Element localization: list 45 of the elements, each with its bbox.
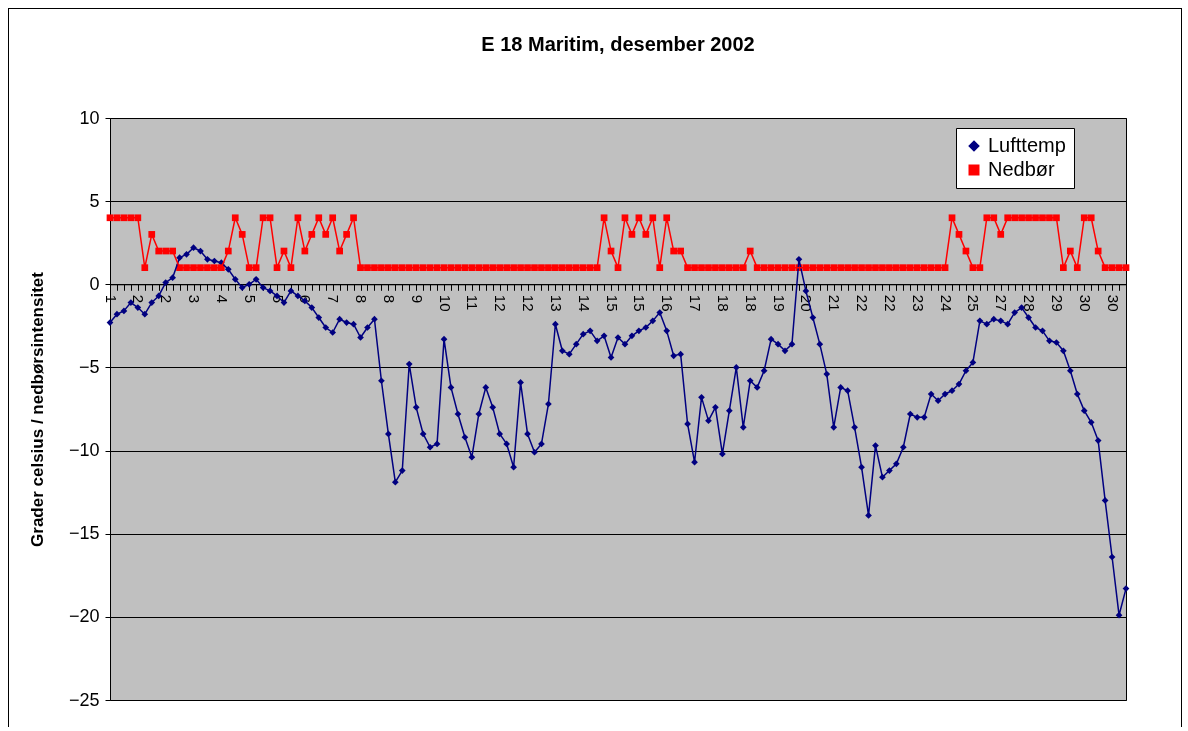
y-tick-label: 0 bbox=[89, 273, 100, 294]
x-tick-label: 12 bbox=[520, 294, 538, 312]
y-tick-label: 5 bbox=[89, 190, 100, 211]
x-tick-label: 21 bbox=[826, 294, 844, 312]
x-tick-label: 24 bbox=[937, 294, 955, 312]
x-tick-label: 4 bbox=[213, 294, 231, 304]
x-tick-label: 18 bbox=[714, 294, 732, 312]
x-tick-label: 8 bbox=[353, 294, 371, 304]
x-tick-label: 12 bbox=[492, 294, 510, 312]
y-tick-label: −5 bbox=[78, 356, 100, 377]
y-tick-label: −15 bbox=[68, 523, 100, 544]
x-tick-label: 23 bbox=[909, 294, 927, 312]
x-tick-label: 2 bbox=[130, 294, 148, 304]
x-tick-label: 29 bbox=[1048, 294, 1066, 312]
y-tick-label: −25 bbox=[68, 689, 100, 710]
legend-label: Nedbør bbox=[988, 158, 1056, 180]
x-tick-label: 15 bbox=[631, 294, 649, 312]
x-tick-label: 2 bbox=[158, 294, 176, 304]
x-tick-label: 30 bbox=[1104, 294, 1122, 312]
x-tick-label: 27 bbox=[993, 294, 1011, 312]
x-tick-label: 30 bbox=[1076, 294, 1094, 312]
x-tick-label: 17 bbox=[687, 294, 705, 312]
x-tick-label: 28 bbox=[1021, 294, 1039, 312]
x-tick-label: 25 bbox=[965, 294, 983, 312]
x-tick-label: 22 bbox=[854, 294, 872, 312]
y-tick-label: −10 bbox=[68, 440, 100, 461]
x-tick-label: 16 bbox=[659, 294, 677, 312]
x-tick-label: 15 bbox=[603, 294, 621, 312]
x-tick-label: 13 bbox=[547, 294, 565, 312]
chart-title: E 18 Maritim, desember 2002 bbox=[481, 33, 755, 55]
x-tick-label: 19 bbox=[770, 294, 788, 312]
x-tick-label: 10 bbox=[436, 294, 454, 312]
x-tick-label: 18 bbox=[742, 294, 760, 312]
x-tick-label: 5 bbox=[241, 294, 259, 304]
x-tick-label: 11 bbox=[464, 294, 482, 311]
legend-label: Lufttemp bbox=[988, 134, 1066, 156]
x-tick-label: 8 bbox=[380, 294, 398, 304]
y-tick-label: 10 bbox=[79, 107, 100, 128]
x-tick-label: 14 bbox=[575, 294, 593, 312]
x-tick-label: 3 bbox=[186, 294, 204, 304]
x-tick-label: 22 bbox=[881, 294, 899, 312]
y-tick-label: −20 bbox=[68, 606, 100, 627]
x-tick-label: 7 bbox=[325, 294, 343, 304]
y-axis-title: Grader celsius / nedbørsintensitet bbox=[27, 271, 47, 547]
x-tick-label: 9 bbox=[408, 294, 426, 304]
